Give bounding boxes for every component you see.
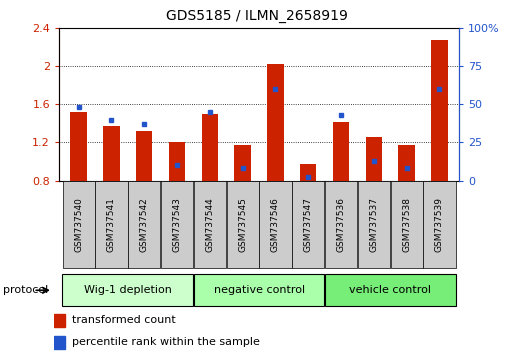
Text: vehicle control: vehicle control <box>349 285 431 295</box>
Bar <box>136 131 152 181</box>
Bar <box>358 181 390 268</box>
Bar <box>194 181 226 268</box>
Text: negative control: negative control <box>213 285 305 295</box>
Bar <box>95 181 128 268</box>
Text: transformed count: transformed count <box>72 315 176 325</box>
Bar <box>431 40 448 181</box>
Bar <box>234 145 251 181</box>
Bar <box>70 112 87 181</box>
Text: GSM737539: GSM737539 <box>435 197 444 252</box>
Bar <box>399 145 415 181</box>
Bar <box>54 314 65 327</box>
Text: Wig-1 depletion: Wig-1 depletion <box>84 285 172 295</box>
Bar <box>423 181 456 268</box>
Text: GSM737543: GSM737543 <box>172 197 182 252</box>
Text: GSM737546: GSM737546 <box>271 197 280 252</box>
Bar <box>292 181 324 268</box>
Text: GSM737538: GSM737538 <box>402 197 411 252</box>
Bar <box>128 181 161 268</box>
Bar <box>169 142 185 181</box>
Bar <box>366 137 382 181</box>
Bar <box>161 181 193 268</box>
Bar <box>390 181 423 268</box>
Text: protocol: protocol <box>3 285 48 295</box>
Text: GSM737537: GSM737537 <box>369 197 379 252</box>
Bar <box>333 121 349 181</box>
Text: percentile rank within the sample: percentile rank within the sample <box>72 337 260 348</box>
Bar <box>325 181 357 268</box>
Text: GSM737542: GSM737542 <box>140 198 149 252</box>
Text: GSM737547: GSM737547 <box>304 197 313 252</box>
Bar <box>193 274 325 306</box>
Bar <box>63 274 193 306</box>
Bar <box>227 181 259 268</box>
Text: GSM737540: GSM737540 <box>74 197 83 252</box>
Bar <box>260 181 291 268</box>
Bar <box>325 274 456 306</box>
Text: GSM737541: GSM737541 <box>107 197 116 252</box>
Text: GSM737544: GSM737544 <box>205 198 214 252</box>
Bar <box>202 114 218 181</box>
Bar <box>103 126 120 181</box>
Text: GSM737536: GSM737536 <box>337 197 346 252</box>
Bar <box>63 181 95 268</box>
Bar <box>54 336 65 349</box>
Text: GDS5185 / ILMN_2658919: GDS5185 / ILMN_2658919 <box>166 9 347 23</box>
Bar <box>267 64 284 181</box>
Text: GSM737545: GSM737545 <box>238 197 247 252</box>
Bar <box>300 164 317 181</box>
